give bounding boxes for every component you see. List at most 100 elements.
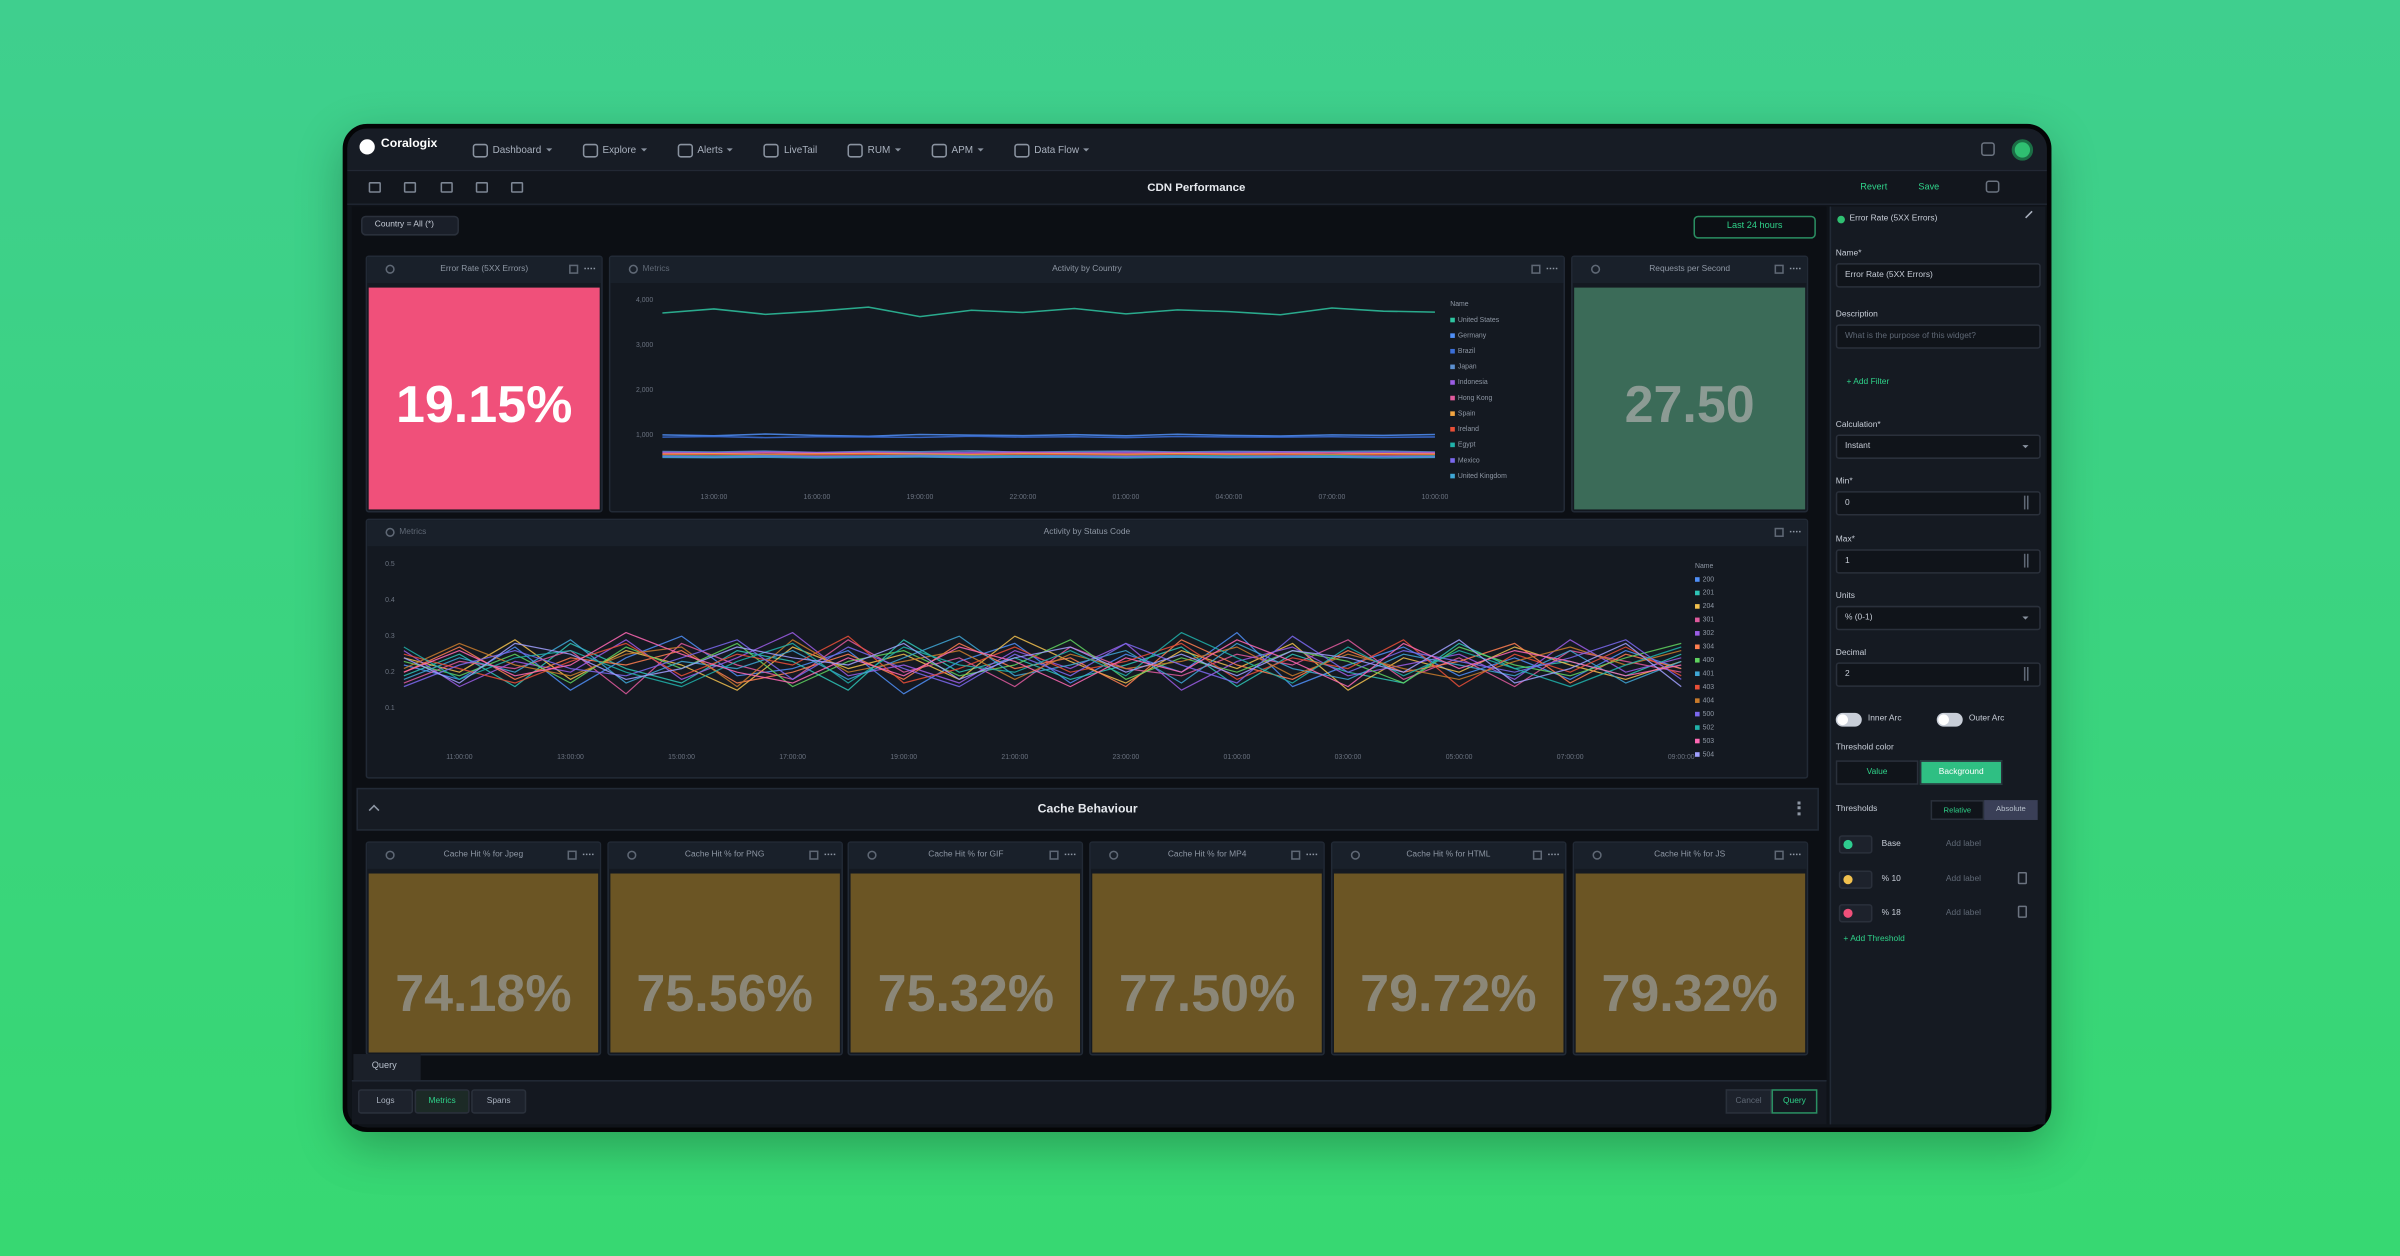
tool-icon[interactable]	[368, 182, 381, 193]
widget-title: Activity by Country	[1052, 264, 1122, 274]
source-button[interactable]: Logs	[357, 1089, 414, 1114]
tile-value: 75.32%	[877, 965, 1055, 1024]
widget-menu[interactable]	[1531, 264, 1541, 274]
tile-body	[851, 873, 1081, 1053]
widget-more[interactable]	[1789, 530, 1801, 534]
tool-icon[interactable]	[440, 182, 453, 193]
legend-label: United States	[1458, 317, 1500, 324]
widget-icon	[1109, 850, 1119, 860]
widget-menu[interactable]	[1532, 850, 1542, 860]
legend-swatch	[1450, 317, 1455, 323]
add-filter[interactable]: + Add Filter	[1846, 377, 1890, 388]
widget-more[interactable]	[1065, 853, 1077, 857]
widget-menu[interactable]	[1291, 850, 1301, 860]
widget-more[interactable]	[824, 853, 835, 857]
nav-item[interactable]: Data Flow	[1014, 143, 1090, 157]
caret	[894, 148, 902, 154]
spinner	[2023, 666, 2029, 681]
widget-menu[interactable]	[1050, 850, 1060, 860]
caret	[977, 148, 984, 154]
cancel-button[interactable]: Cancel	[1725, 1089, 1772, 1114]
field-input[interactable]: Error Rate (5XX Errors)	[1835, 263, 2041, 288]
nav-item[interactable]: APM	[931, 143, 984, 157]
section-menu[interactable]	[1797, 801, 1801, 816]
threshold-swatch	[1843, 908, 1853, 918]
threshold-label-input[interactable]: Add label	[1945, 839, 1981, 850]
add-threshold[interactable]: + Add Threshold	[1843, 934, 1905, 944]
field-input[interactable]: Instant	[1835, 434, 2041, 459]
tile-body	[609, 873, 840, 1053]
field-input[interactable]: % (0-1)	[1835, 605, 2041, 631]
color-option[interactable]: Value	[1835, 760, 1919, 785]
threshold-color[interactable]	[1838, 835, 1873, 854]
mode-option[interactable]: Relative	[1930, 800, 1985, 820]
threshold-value: Base	[1881, 839, 1901, 850]
widget-more[interactable]	[1546, 267, 1558, 271]
toolbar-icon[interactable]	[1985, 180, 2000, 193]
series-line	[403, 631, 1682, 688]
widget-menu[interactable]	[1774, 527, 1784, 537]
source-button[interactable]: Spans	[471, 1089, 527, 1114]
caret	[1083, 148, 1090, 154]
save-button[interactable]: Save	[1918, 183, 1940, 193]
legend-label: 201	[1703, 590, 1715, 597]
nav-item[interactable]: Dashboard	[472, 143, 552, 157]
apps-icon[interactable]	[1981, 142, 1995, 157]
delete-icon[interactable]	[2017, 871, 2027, 884]
widget-icon	[1590, 264, 1601, 274]
query-button[interactable]: Query	[1771, 1089, 1818, 1114]
widget-menu[interactable]	[569, 264, 579, 274]
tile-body	[1092, 873, 1322, 1053]
legend-swatch	[1695, 644, 1700, 650]
y-tick-label: 0.4	[385, 597, 395, 604]
threshold-color[interactable]	[1838, 904, 1873, 923]
widget-more[interactable]	[1547, 853, 1559, 857]
widget-menu[interactable]	[1773, 850, 1783, 860]
legend-label: 301	[1703, 617, 1715, 624]
legend-swatch	[1695, 631, 1700, 636]
widget-menu[interactable]	[567, 850, 577, 860]
legend-swatch	[1450, 348, 1455, 354]
tile-body	[1333, 873, 1564, 1053]
nav-item[interactable]: Explore	[582, 143, 647, 157]
field-input[interactable]: 2	[1835, 662, 2041, 687]
tool-icon[interactable]	[475, 182, 489, 193]
filter-chip[interactable]: Country = All (*)	[361, 215, 459, 236]
widget-icon	[1591, 850, 1601, 860]
time-range[interactable]: Last 24 hours	[1693, 215, 1816, 239]
section-title: Cache Behaviour	[1037, 801, 1138, 816]
field-input[interactable]: What is the purpose of this widget?	[1835, 324, 2041, 349]
nav-item[interactable]: RUM	[847, 143, 902, 157]
threshold-label-input[interactable]: Add label	[1945, 874, 1981, 884]
avatar[interactable]	[2011, 139, 2034, 161]
nav-icon	[472, 143, 489, 157]
threshold-label-input[interactable]: Add label	[1945, 908, 1981, 918]
widget-title: Activity by Status Code	[1043, 527, 1131, 537]
field-input[interactable]: 1	[1835, 549, 2041, 574]
widget-header	[1332, 842, 1565, 869]
legend-label: 500	[1703, 711, 1715, 718]
delete-icon[interactable]	[2017, 905, 2027, 918]
source-button[interactable]: Metrics	[414, 1089, 470, 1114]
field-input[interactable]: 0	[1835, 491, 2041, 516]
threshold-swatch	[1843, 839, 1853, 850]
widget-more[interactable]	[1789, 853, 1800, 857]
tool-icon[interactable]	[403, 182, 417, 193]
nav-item[interactable]: LiveTail	[764, 143, 817, 157]
color-option[interactable]: Background	[1919, 760, 2003, 785]
tool-icon[interactable]	[510, 182, 524, 193]
widget-more[interactable]	[582, 853, 594, 857]
widget-menu[interactable]	[808, 850, 818, 860]
widget-menu[interactable]	[1774, 264, 1784, 274]
widget-more[interactable]	[584, 267, 596, 271]
nav-item[interactable]: Alerts	[677, 143, 734, 157]
widget-more[interactable]	[1306, 853, 1318, 857]
widget-header	[367, 520, 1807, 547]
threshold-color[interactable]	[1838, 869, 1873, 889]
tile-body	[1574, 873, 1805, 1053]
query-tab[interactable]: Query	[353, 1054, 421, 1081]
widget-more[interactable]	[1789, 267, 1801, 271]
revert-button[interactable]: Revert	[1860, 183, 1888, 193]
y-tick-label: 0.2	[385, 669, 395, 676]
mode-option[interactable]: Absolute	[1984, 800, 2038, 820]
